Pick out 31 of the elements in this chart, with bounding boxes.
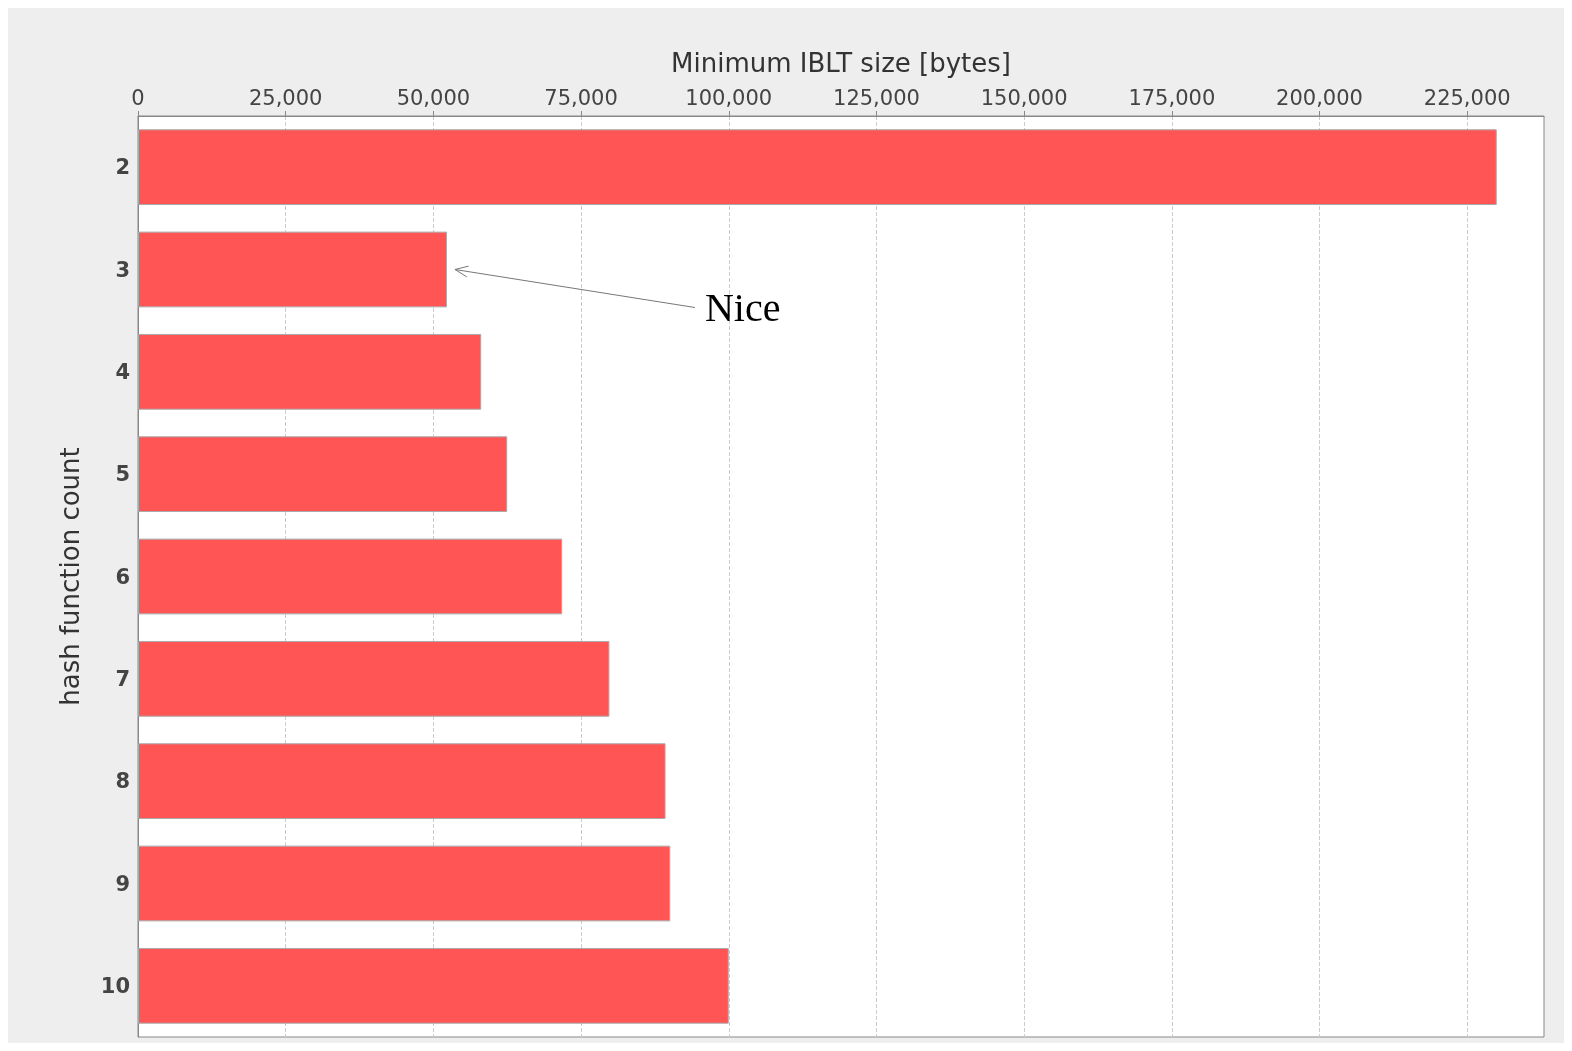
x-tick-label: 150,000 — [980, 85, 1068, 110]
y-tick-label: 8 — [115, 769, 130, 794]
bar — [138, 231, 447, 308]
x-tick-label: 75,000 — [544, 85, 618, 110]
y-axis-title: hash function count — [55, 447, 85, 706]
annotation: Nice — [704, 285, 781, 330]
bar — [138, 436, 508, 513]
y-tick-label: 2 — [115, 155, 130, 180]
x-tick-label: 125,000 — [833, 85, 920, 110]
bar — [138, 743, 666, 820]
x-tick-label: 200,000 — [1276, 85, 1363, 110]
x-tick-label: 25,000 — [248, 85, 323, 110]
x-tick-label: 225,000 — [1423, 85, 1511, 110]
bar — [138, 538, 563, 615]
x-tick-label: 175,000 — [1128, 85, 1216, 110]
bar — [138, 640, 610, 717]
x-tick-label: 100,000 — [685, 85, 773, 110]
x-tick-label: 0 — [131, 85, 145, 110]
y-tick-label: 4 — [115, 359, 130, 384]
bar — [138, 129, 1497, 206]
y-tick-label: 3 — [115, 257, 130, 282]
y-tick-label: 10 — [100, 973, 130, 998]
x-tick-label: 50,000 — [396, 85, 471, 110]
bar — [138, 333, 482, 410]
y-tick-label: 7 — [115, 666, 130, 691]
y-tick-label: 5 — [115, 462, 130, 487]
y-tick-label: 6 — [115, 564, 130, 589]
y-tick-label: 9 — [115, 871, 130, 896]
bar — [138, 947, 729, 1024]
bar — [138, 845, 671, 922]
x-axis-title: Minimum IBLT size [bytes] — [671, 48, 1011, 78]
